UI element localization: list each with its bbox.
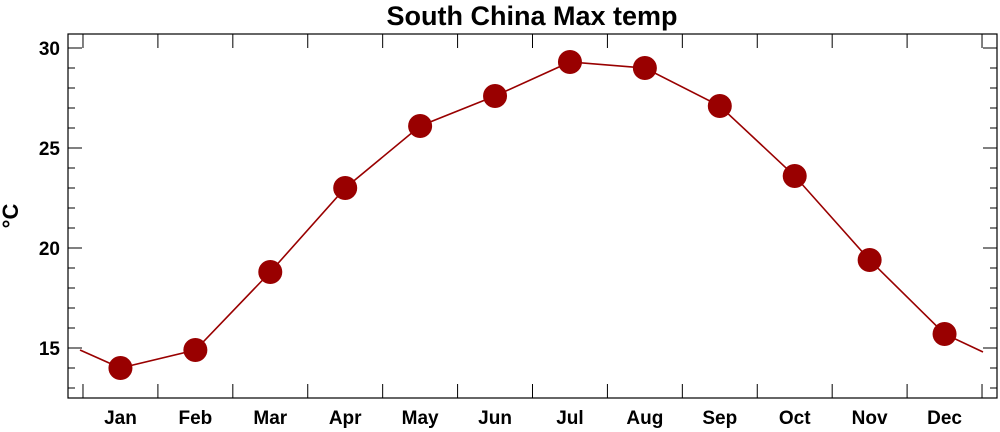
data-point-nov (857, 248, 882, 272)
data-point-feb (183, 338, 208, 362)
x-tick-label-aug: Aug (626, 408, 663, 429)
chart-title: South China Max temp (386, 1, 677, 31)
x-tick-label-jul: Jul (556, 408, 583, 429)
x-tick-label-jun: Jun (478, 408, 512, 429)
x-tick-label-oct: Oct (779, 408, 811, 429)
x-tick-label-dec: Dec (927, 408, 962, 429)
y-tick-label: 30 (39, 39, 60, 60)
data-point-aug (632, 56, 657, 80)
tick-labels: 15 20 25 30 Jan Feb Mar Apr May Jun Jul Aug Sep Oct No… (39, 39, 963, 429)
x-tick-label-feb: Feb (178, 408, 212, 429)
x-tick-label-mar: Mar (253, 408, 287, 429)
data-points (108, 50, 957, 380)
axis-ticks (68, 34, 997, 398)
data-point-jul (557, 50, 582, 74)
x-tick-label-sep: Sep (702, 408, 737, 429)
series-layer (79, 61, 984, 369)
y-tick-label: 20 (39, 239, 60, 260)
data-point-mar (258, 260, 283, 284)
y-axis-label: °C (0, 204, 23, 229)
data-point-may (408, 114, 433, 138)
x-tick-label-apr: Apr (329, 408, 362, 429)
data-point-sep (707, 94, 732, 118)
series-line (79, 61, 984, 369)
data-point-dec (932, 322, 957, 346)
x-tick-label-jan: Jan (104, 408, 137, 429)
data-point-oct (782, 164, 807, 188)
y-tick-label: 25 (39, 139, 61, 160)
data-point-apr (333, 176, 358, 200)
x-tick-label-nov: Nov (852, 408, 888, 429)
y-tick-label: 15 (39, 339, 61, 360)
plot-frame (67, 33, 998, 399)
x-tick-label-may: May (402, 408, 439, 429)
data-point-jun (483, 84, 508, 108)
data-point-jan (108, 356, 133, 380)
